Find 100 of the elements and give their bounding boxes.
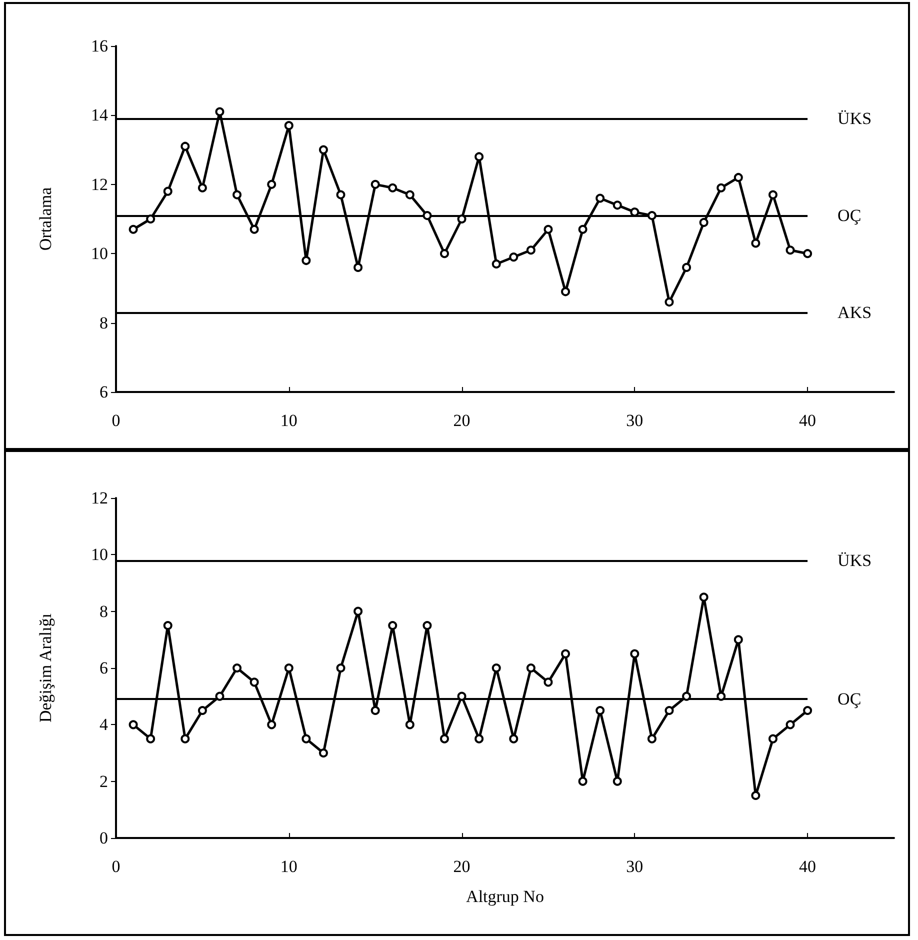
x-axis-title: Altgrup No	[466, 887, 544, 906]
point	[699, 592, 708, 602]
point	[716, 692, 726, 701]
point	[405, 720, 414, 730]
point	[267, 720, 276, 730]
ref-line-label: OÇ	[838, 206, 862, 226]
point	[215, 107, 224, 116]
point	[751, 238, 760, 248]
point	[561, 649, 570, 658]
ref-line-label: ÜKS	[838, 109, 872, 128]
point	[146, 214, 156, 224]
point	[526, 664, 536, 672]
point	[786, 720, 795, 730]
point	[318, 145, 328, 154]
point	[302, 256, 311, 266]
point	[388, 621, 398, 630]
point	[734, 635, 743, 644]
x-tick-label: 10	[280, 411, 298, 430]
point	[422, 621, 432, 630]
point	[509, 252, 518, 262]
point	[370, 706, 380, 715]
y-tick-label: 2	[100, 772, 108, 791]
point	[578, 224, 588, 234]
point	[474, 734, 484, 744]
point	[354, 262, 363, 272]
point	[336, 190, 346, 200]
point	[405, 190, 414, 200]
x-tick-label: 10	[280, 857, 298, 876]
point	[768, 734, 778, 744]
point	[768, 190, 778, 200]
point	[457, 214, 466, 224]
point	[284, 664, 294, 672]
point	[612, 200, 622, 210]
point	[630, 649, 640, 658]
point	[198, 183, 207, 192]
point	[751, 791, 760, 800]
point	[647, 211, 656, 220]
point	[422, 211, 432, 220]
point	[647, 734, 656, 744]
point	[128, 224, 138, 234]
point	[302, 734, 311, 744]
point	[318, 748, 328, 758]
point	[284, 121, 294, 130]
y-tick-label: 16	[91, 36, 108, 56]
point	[370, 180, 380, 189]
y-tick-label: 6	[100, 658, 108, 678]
point	[734, 172, 743, 182]
point	[596, 194, 605, 203]
point	[146, 734, 156, 744]
y-tick-label: 10	[91, 244, 108, 264]
point	[440, 249, 449, 258]
x-tick-label: 20	[453, 857, 470, 876]
point	[232, 664, 242, 672]
point	[716, 183, 726, 192]
point	[492, 259, 501, 268]
y-axis-title: Ortalama	[36, 186, 55, 251]
x-tick-label: 0	[112, 411, 120, 430]
point	[232, 190, 242, 200]
point	[699, 218, 708, 227]
ref-line-label: ÜKS	[838, 550, 872, 570]
point	[440, 734, 449, 744]
y-tick-label: 12	[91, 488, 108, 508]
point	[474, 152, 484, 162]
y-axis-title: Değişim Aralığı	[36, 613, 55, 723]
point	[803, 249, 812, 258]
y-tick-label: 12	[91, 174, 108, 194]
point	[544, 224, 553, 234]
point	[128, 720, 138, 730]
point	[786, 246, 795, 255]
ref-line-label: OÇ	[838, 690, 862, 709]
point	[163, 186, 172, 196]
point	[250, 678, 259, 687]
y-tick-label: 14	[91, 106, 108, 125]
point	[561, 287, 570, 296]
point	[803, 706, 812, 715]
point	[180, 142, 190, 151]
point	[250, 224, 259, 234]
y-tick-label: 6	[100, 382, 108, 402]
x-tick-label: 40	[799, 411, 816, 430]
y-tick-label: 10	[91, 545, 108, 564]
x-tick-label: 30	[626, 857, 644, 876]
point	[457, 692, 466, 701]
point	[180, 734, 190, 744]
ref-line-label: AKS	[838, 302, 872, 322]
point	[612, 776, 622, 786]
point	[682, 692, 692, 701]
point	[526, 246, 536, 255]
y-tick-label: 8	[100, 313, 108, 332]
point	[664, 298, 674, 307]
point	[198, 706, 207, 715]
x-tick-label: 30	[626, 411, 644, 430]
y-tick-label: 0	[100, 828, 108, 848]
point	[215, 692, 224, 701]
x-tick-label: 20	[453, 411, 470, 430]
point	[578, 776, 588, 786]
point	[267, 180, 276, 189]
x-tick-label: 40	[799, 857, 816, 876]
point	[336, 664, 346, 672]
point	[544, 678, 553, 687]
point	[388, 183, 398, 192]
